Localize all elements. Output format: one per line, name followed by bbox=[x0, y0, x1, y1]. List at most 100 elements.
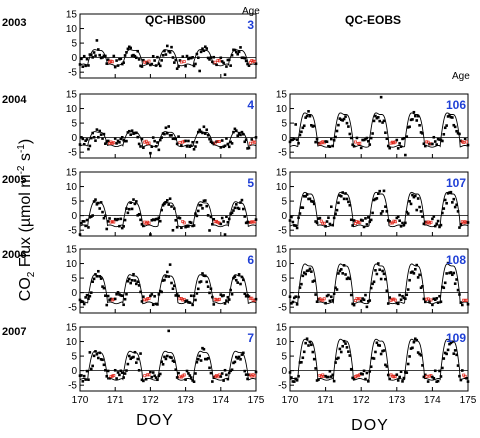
observed-point bbox=[154, 217, 158, 221]
observed-point bbox=[135, 282, 138, 286]
observed-point bbox=[195, 52, 199, 56]
observed-point bbox=[453, 125, 457, 129]
observed-point bbox=[205, 47, 209, 50]
model-line bbox=[79, 201, 257, 228]
observed-point bbox=[226, 142, 230, 146]
observed-point bbox=[371, 282, 374, 286]
observed-point bbox=[173, 360, 176, 363]
observed-point bbox=[157, 374, 161, 378]
observed-point bbox=[359, 372, 363, 375]
observed-point bbox=[240, 353, 244, 356]
observed-point bbox=[351, 224, 354, 227]
observed-point bbox=[191, 56, 194, 59]
observed-point bbox=[189, 144, 193, 147]
y-tick-label: 0 bbox=[281, 211, 287, 222]
observed-point bbox=[98, 351, 102, 355]
observed-point bbox=[395, 373, 399, 376]
observed-point bbox=[187, 57, 190, 61]
observed-point bbox=[254, 218, 258, 221]
observed-point bbox=[177, 135, 180, 138]
observed-point bbox=[382, 349, 386, 352]
observed-point bbox=[144, 377, 148, 381]
observed-point bbox=[130, 278, 134, 282]
observed-point bbox=[466, 221, 470, 224]
observed-point bbox=[369, 218, 373, 222]
observed-point bbox=[204, 132, 207, 135]
observed-point bbox=[344, 192, 347, 195]
observed-point bbox=[175, 225, 179, 229]
observed-point bbox=[297, 374, 300, 378]
observed-point bbox=[236, 281, 239, 284]
observed-point bbox=[132, 198, 135, 201]
observed-point bbox=[325, 220, 329, 223]
observed-point bbox=[254, 136, 258, 139]
observed-point bbox=[105, 303, 109, 307]
observed-point bbox=[290, 215, 293, 219]
observed-point bbox=[234, 129, 238, 132]
observed-point bbox=[97, 135, 100, 139]
observed-point bbox=[317, 378, 320, 381]
observed-point bbox=[367, 139, 370, 143]
observed-point bbox=[452, 197, 456, 201]
gapfill-point bbox=[393, 374, 397, 378]
observed-point bbox=[351, 143, 354, 147]
observed-point bbox=[402, 296, 406, 300]
observed-point bbox=[206, 214, 210, 217]
observed-point bbox=[246, 377, 249, 381]
observed-point bbox=[196, 130, 200, 134]
observed-point bbox=[419, 286, 423, 290]
observed-point bbox=[125, 139, 128, 143]
observed-point bbox=[348, 277, 352, 281]
ylabel-end: ) bbox=[17, 139, 34, 144]
observed-point bbox=[386, 373, 390, 377]
observed-point bbox=[219, 293, 223, 296]
y-tick-label: 15 bbox=[66, 168, 78, 179]
y-tick-label: -5 bbox=[68, 148, 77, 159]
observed-point bbox=[415, 338, 419, 342]
observed-point bbox=[130, 207, 134, 211]
y-tick-label: -5 bbox=[68, 303, 77, 314]
gapfill-point bbox=[248, 141, 252, 145]
observed-point bbox=[311, 280, 315, 283]
observed-point bbox=[342, 264, 346, 267]
observed-point bbox=[349, 136, 353, 140]
observed-point bbox=[404, 297, 407, 300]
observed-point bbox=[227, 371, 231, 375]
observed-point bbox=[160, 136, 163, 139]
observed-point bbox=[161, 279, 165, 282]
age-label: 6 bbox=[247, 253, 254, 267]
observed-point bbox=[123, 372, 127, 375]
observed-point bbox=[233, 48, 237, 52]
observed-point bbox=[362, 298, 366, 302]
observed-point bbox=[92, 51, 96, 54]
observed-point bbox=[436, 137, 440, 141]
observed-point bbox=[184, 299, 187, 303]
observed-point bbox=[157, 293, 161, 296]
observed-point bbox=[339, 350, 343, 354]
observed-point bbox=[294, 123, 297, 126]
observed-point bbox=[445, 272, 448, 275]
observed-point bbox=[388, 296, 391, 299]
observed-point bbox=[461, 303, 464, 307]
gapfill-point bbox=[425, 374, 429, 378]
observed-point bbox=[150, 375, 154, 379]
observed-point bbox=[136, 135, 140, 139]
gapfill-point bbox=[426, 140, 430, 144]
observed-point bbox=[115, 218, 118, 222]
observed-point bbox=[156, 141, 159, 144]
observed-point bbox=[314, 140, 317, 144]
observed-point bbox=[132, 272, 135, 276]
observed-point bbox=[359, 299, 363, 303]
gapfill-point bbox=[358, 141, 362, 145]
observed-point bbox=[175, 376, 179, 379]
x-tick-label: 175 bbox=[248, 395, 265, 406]
observed-point bbox=[188, 145, 192, 148]
observed-point bbox=[247, 146, 251, 150]
gapfill-point bbox=[147, 373, 151, 377]
gapfill-point bbox=[253, 374, 257, 378]
observed-point bbox=[432, 376, 436, 380]
observed-point bbox=[136, 280, 140, 284]
age-label: 4 bbox=[247, 98, 254, 112]
observed-point bbox=[328, 222, 332, 226]
observed-point bbox=[401, 137, 404, 141]
